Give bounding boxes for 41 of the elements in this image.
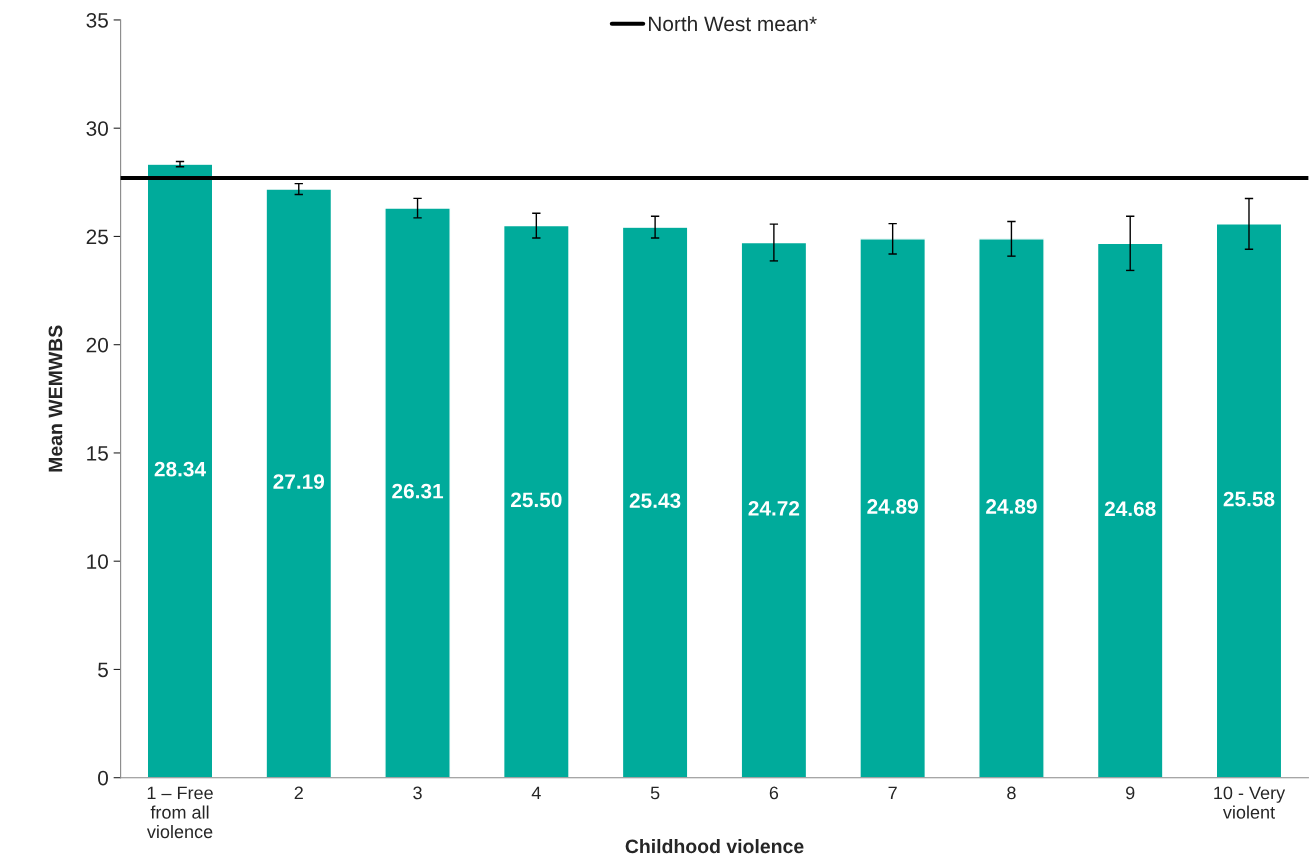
bar [146, 163, 214, 778]
x-tick-label: 2 [294, 786, 303, 800]
x-tick-label: 10 - Very violent [1214, 786, 1286, 819]
data-label: 25.58 [1223, 491, 1275, 507]
bar [1096, 242, 1164, 778]
y-tick-label: 30 [86, 121, 108, 136]
y-tick-label: 20 [86, 337, 108, 353]
x-tick-label: 9 [1126, 786, 1135, 800]
data-label: 24.89 [867, 499, 918, 514]
y-tick-label: 35 [86, 12, 108, 28]
data-label: 26.31 [392, 483, 444, 499]
legend-label: North West mean* [649, 15, 817, 32]
y-tick-label: 15 [87, 446, 108, 461]
x-tick-label: 3 [413, 786, 422, 800]
bar [978, 238, 1045, 778]
x-tick-label: 6 [769, 786, 779, 800]
bar [265, 188, 333, 778]
data-label: 25.43 [629, 493, 681, 509]
y-tick-label: 0 [98, 770, 108, 786]
bar [502, 224, 570, 778]
x-tick-label: 8 [1007, 786, 1016, 800]
y-tick-label: 5 [98, 662, 108, 678]
x-tick-label: 4 [531, 786, 541, 800]
y-axis-title: Mean WEMWBS [48, 325, 63, 472]
x-tick-label: 7 [888, 786, 897, 800]
data-label: 28.34 [154, 461, 206, 477]
y-tick-label: 25 [86, 229, 108, 245]
x-tick-label: 5 [650, 786, 660, 800]
bar [859, 238, 927, 778]
data-label: 24.89 [986, 499, 1037, 514]
x-tick-label: 1 – Free from all violence [146, 786, 213, 839]
bar [740, 241, 808, 778]
x-axis-title: Childhood violence [625, 838, 804, 854]
bar [384, 207, 451, 778]
bar [1215, 223, 1283, 778]
data-label: 24.68 [1104, 501, 1156, 517]
y-tick-label: 10 [87, 554, 108, 569]
data-label: 24.72 [748, 500, 800, 516]
bar [621, 226, 689, 778]
data-label: 27.19 [273, 474, 325, 489]
data-label: 25.50 [510, 492, 562, 508]
